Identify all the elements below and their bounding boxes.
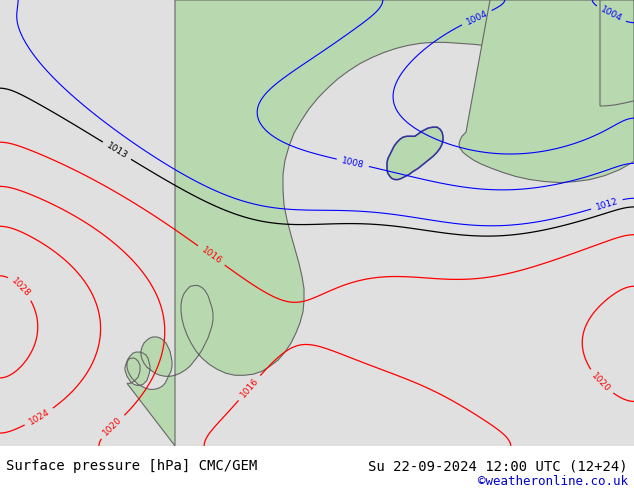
- Text: 1012: 1012: [595, 196, 619, 212]
- Polygon shape: [600, 0, 634, 106]
- Polygon shape: [125, 0, 634, 446]
- Polygon shape: [459, 0, 634, 183]
- Text: Surface pressure [hPa] CMC/GEM: Surface pressure [hPa] CMC/GEM: [6, 459, 257, 473]
- Text: 1004: 1004: [465, 9, 489, 26]
- Text: 1008: 1008: [340, 156, 365, 170]
- Text: 1004: 1004: [598, 5, 623, 24]
- Polygon shape: [387, 127, 443, 179]
- Text: Su 22-09-2024 12:00 UTC (12+24): Su 22-09-2024 12:00 UTC (12+24): [368, 459, 628, 473]
- Text: 1020: 1020: [590, 371, 612, 393]
- Text: 1020: 1020: [101, 416, 124, 438]
- Text: ©weatheronline.co.uk: ©weatheronline.co.uk: [477, 475, 628, 488]
- Text: 1016: 1016: [199, 245, 223, 266]
- Text: 1013: 1013: [105, 141, 129, 161]
- Text: 1024: 1024: [27, 407, 51, 427]
- Text: 1028: 1028: [10, 276, 32, 299]
- Text: 1016: 1016: [238, 376, 261, 399]
